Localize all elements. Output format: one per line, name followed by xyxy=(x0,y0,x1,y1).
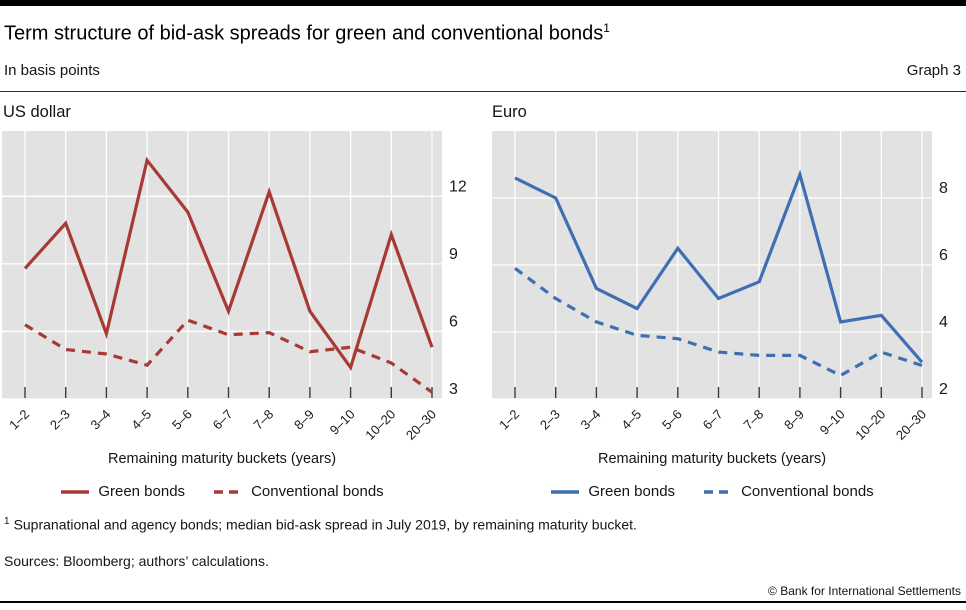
series-green-bonds xyxy=(23,156,434,372)
svg-text:8–9: 8–9 xyxy=(781,407,807,433)
svg-text:5–6: 5–6 xyxy=(659,407,685,433)
svg-text:3–4: 3–4 xyxy=(88,407,114,433)
sources-line: Sources: Bloomberg; authors’ calculation… xyxy=(4,553,269,569)
svg-text:4–5: 4–5 xyxy=(618,407,644,433)
svg-text:6–7: 6–7 xyxy=(210,407,236,433)
legend-label: Conventional bonds xyxy=(741,483,874,500)
svg-text:4: 4 xyxy=(939,314,948,331)
legend-euro: Green bonds Conventional bonds xyxy=(492,483,932,500)
svg-text:1–2: 1–2 xyxy=(496,407,522,433)
legend-us-dollar: Green bonds Conventional bonds xyxy=(2,483,442,500)
svg-text:2: 2 xyxy=(939,381,948,398)
euro-chart: 2 4 6 8 1–2 2–3 3–4 4–5 5–6 6–7 7–8 8–9 9–10 10–20 20–… xyxy=(492,131,948,443)
svg-text:9: 9 xyxy=(449,246,458,263)
legend-label: Conventional bonds xyxy=(251,483,384,500)
y-tick-labels: 3 6 9 12 xyxy=(449,178,467,398)
page-title: Term structure of bid-ask spreads for gr… xyxy=(4,15,610,48)
x-axis-label-euro: Remaining maturity buckets (years) xyxy=(597,451,827,467)
dashed-line-icon xyxy=(214,489,243,494)
page-title-text: Term structure of bid-ask spreads for gr… xyxy=(4,22,604,45)
legend-item-conventional-bonds: Conventional bonds xyxy=(213,483,384,500)
panel-title-us-dollar: US dollar xyxy=(3,103,71,121)
x-tick-labels: 1–2 2–3 3–4 4–5 5–6 6–7 7–8 8–9 9–10 10–20 20–30 xyxy=(6,407,439,443)
legend-label: Green bonds xyxy=(588,483,676,500)
svg-text:5–6: 5–6 xyxy=(169,407,195,433)
series-conventional-bonds xyxy=(24,318,433,394)
svg-text:10–20: 10–20 xyxy=(362,407,398,443)
title-footnote-marker: 1 xyxy=(603,21,610,35)
x-tick-labels: 1–2 2–3 3–4 4–5 5–6 6–7 7–8 8–9 9–10 10–20 20–30 xyxy=(496,407,929,443)
x-tick-marks xyxy=(24,387,433,398)
panel-title-euro: Euro xyxy=(492,103,527,121)
x-axis-label-us: Remaining maturity buckets (years) xyxy=(107,451,337,467)
us-dollar-chart: 3 6 9 12 1–2 2–3 3–4 4–5 5–6 6–7 7–8 8–9 9–10 10–20 20… xyxy=(2,131,467,443)
units-label: In basis points xyxy=(4,62,100,79)
legend-item-green-bonds: Green bonds xyxy=(550,483,675,500)
svg-text:1–2: 1–2 xyxy=(6,407,32,433)
svg-text:12: 12 xyxy=(449,178,467,195)
svg-text:10–20: 10–20 xyxy=(852,407,888,443)
svg-text:9–10: 9–10 xyxy=(327,407,358,438)
x-tick-marks xyxy=(514,387,923,398)
footnote: 1 Supranational and agency bonds; median … xyxy=(4,516,637,533)
solid-line-icon xyxy=(551,489,580,494)
svg-text:20–30: 20–30 xyxy=(893,407,929,443)
graph-number-label: Graph 3 xyxy=(906,62,961,79)
legend-label: Green bonds xyxy=(98,483,186,500)
svg-text:8–9: 8–9 xyxy=(291,407,317,433)
y-tick-labels: 2 4 6 8 xyxy=(939,180,948,398)
svg-text:7–8: 7–8 xyxy=(250,407,276,433)
svg-text:3: 3 xyxy=(449,381,458,398)
header-divider xyxy=(0,91,966,92)
svg-text:20–30: 20–30 xyxy=(403,407,439,443)
svg-text:7–8: 7–8 xyxy=(740,407,766,433)
copyright-line: © Bank for International Settlements xyxy=(768,584,961,598)
series-green-bonds xyxy=(514,169,924,364)
legend-item-conventional-bonds: Conventional bonds xyxy=(703,483,874,500)
svg-text:3–4: 3–4 xyxy=(578,407,604,433)
footnote-text: Supranational and agency bonds; median b… xyxy=(13,516,637,533)
svg-text:8: 8 xyxy=(939,180,948,197)
svg-text:6–7: 6–7 xyxy=(700,407,726,433)
legend-item-green-bonds: Green bonds xyxy=(60,483,185,500)
dashed-line-icon xyxy=(704,489,733,494)
top-bar xyxy=(0,0,966,6)
footnote-marker: 1 xyxy=(4,516,10,527)
gridlines xyxy=(2,131,442,400)
svg-text:2–3: 2–3 xyxy=(47,407,73,433)
svg-text:6: 6 xyxy=(449,313,458,330)
svg-text:4–5: 4–5 xyxy=(128,407,154,433)
svg-text:9–10: 9–10 xyxy=(817,407,848,438)
solid-line-icon xyxy=(61,489,90,494)
series-conventional-bonds xyxy=(514,267,923,378)
svg-text:6: 6 xyxy=(939,247,948,264)
bottom-divider xyxy=(0,601,966,603)
svg-text:2–3: 2–3 xyxy=(537,407,563,433)
